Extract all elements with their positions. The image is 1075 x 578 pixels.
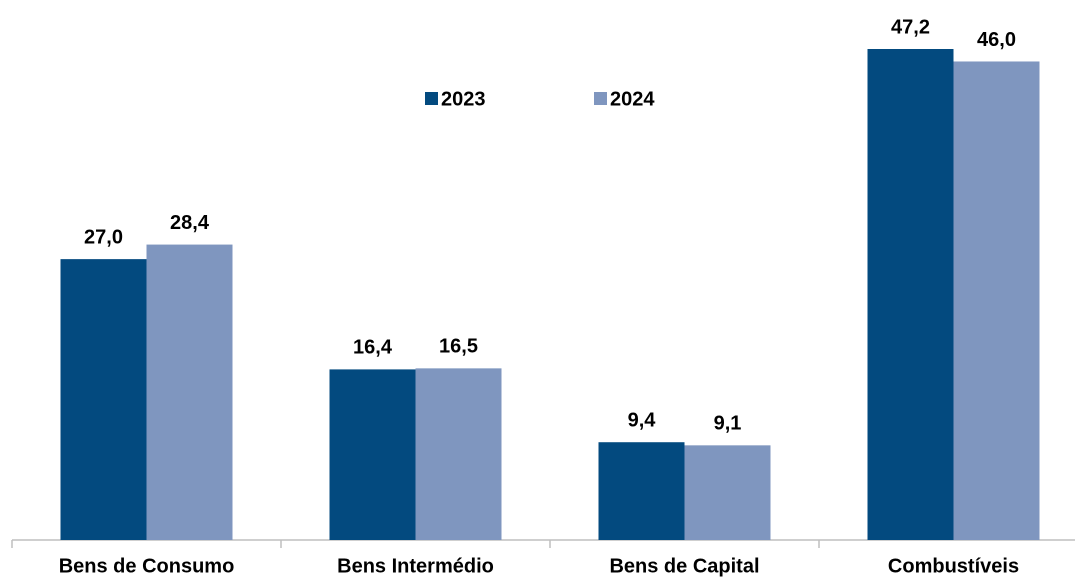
data-label: 28,4 bbox=[170, 212, 210, 234]
data-label: 9,1 bbox=[714, 413, 742, 435]
data-label: 47,2 bbox=[891, 16, 930, 38]
data-label: 46,0 bbox=[977, 29, 1016, 51]
data-label: 9,4 bbox=[628, 409, 657, 431]
bar bbox=[329, 369, 416, 540]
bar bbox=[953, 61, 1040, 540]
legend-label: 2023 bbox=[441, 88, 486, 110]
bar bbox=[684, 445, 771, 540]
x-tick-label: Bens de Capital bbox=[609, 555, 759, 577]
bar bbox=[146, 244, 233, 540]
legend-swatch bbox=[425, 92, 438, 105]
x-tick-label: Bens de Consumo bbox=[59, 555, 235, 577]
x-tick-label: Bens Intermédio bbox=[337, 555, 494, 577]
legend-swatch bbox=[594, 92, 607, 105]
legend-label: 2024 bbox=[610, 88, 655, 110]
bar bbox=[415, 368, 502, 540]
x-tick-label: Combustíveis bbox=[888, 555, 1019, 577]
data-label: 16,4 bbox=[353, 337, 393, 359]
data-label: 16,5 bbox=[439, 336, 478, 358]
data-label: 27,0 bbox=[84, 226, 123, 248]
bar bbox=[598, 442, 685, 540]
bar bbox=[867, 49, 954, 540]
bar bbox=[60, 259, 147, 540]
